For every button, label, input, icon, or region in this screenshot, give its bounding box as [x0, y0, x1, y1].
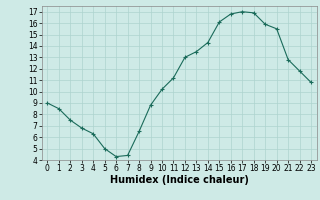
X-axis label: Humidex (Indice chaleur): Humidex (Indice chaleur): [110, 175, 249, 185]
